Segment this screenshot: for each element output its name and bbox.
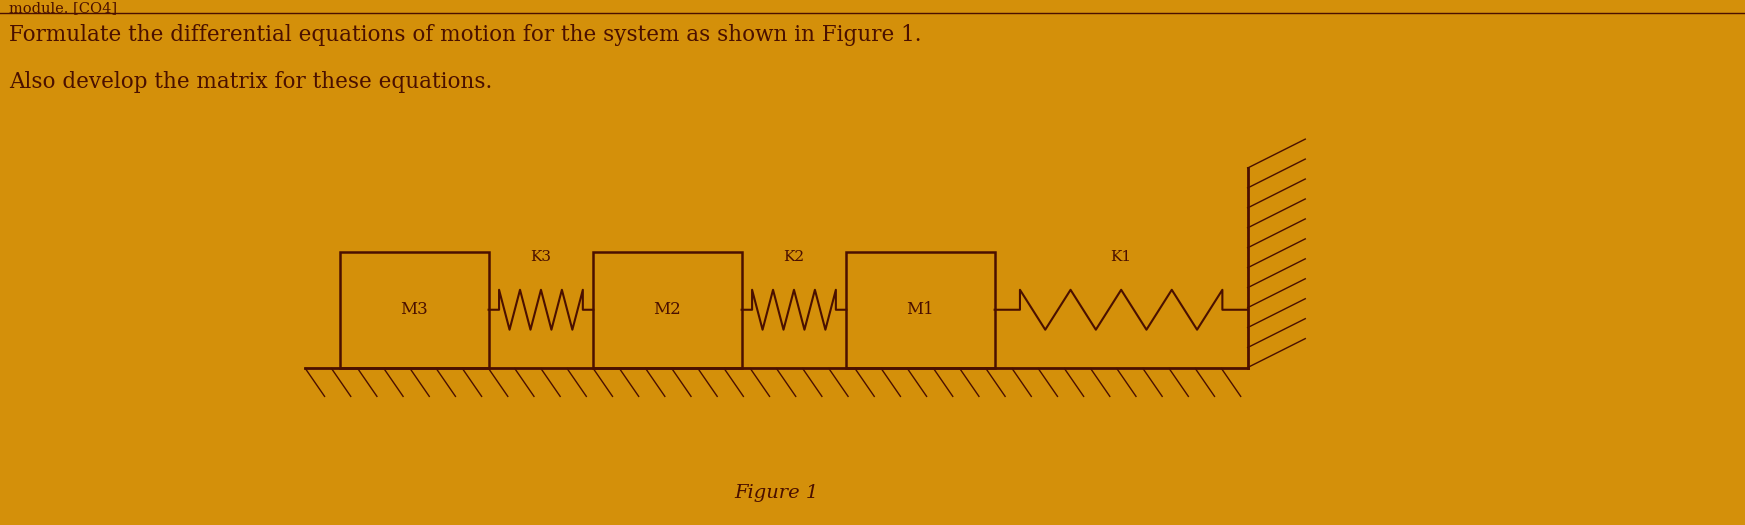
Text: M1: M1 <box>907 301 934 318</box>
Text: K1: K1 <box>1110 249 1133 264</box>
Text: Formulate the differential equations of motion for the system as shown in Figure: Formulate the differential equations of … <box>9 24 921 46</box>
Text: Figure 1: Figure 1 <box>735 485 818 502</box>
Text: Also develop the matrix for these equations.: Also develop the matrix for these equati… <box>9 71 492 93</box>
Bar <box>846 252 995 368</box>
Bar <box>593 252 742 368</box>
Text: module. [CO4]: module. [CO4] <box>9 1 117 15</box>
Text: K2: K2 <box>784 249 804 264</box>
Text: M3: M3 <box>401 301 428 318</box>
Text: M2: M2 <box>654 301 681 318</box>
Text: K3: K3 <box>530 249 551 264</box>
Bar <box>340 252 489 368</box>
